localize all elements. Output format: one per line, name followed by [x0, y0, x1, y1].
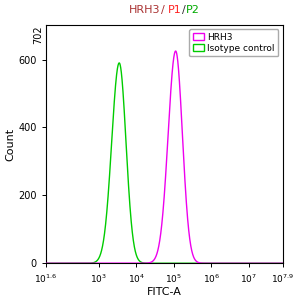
Text: HRH3: HRH3: [129, 5, 160, 15]
Y-axis label: Count: Count: [6, 128, 16, 161]
Legend: HRH3, Isotype control: HRH3, Isotype control: [189, 29, 278, 56]
X-axis label: FITC-A: FITC-A: [147, 288, 182, 298]
Text: /: /: [161, 5, 168, 15]
Text: P1: P1: [168, 5, 182, 15]
Text: P2: P2: [186, 5, 200, 15]
Text: 702: 702: [34, 25, 44, 44]
Text: /: /: [182, 5, 186, 15]
